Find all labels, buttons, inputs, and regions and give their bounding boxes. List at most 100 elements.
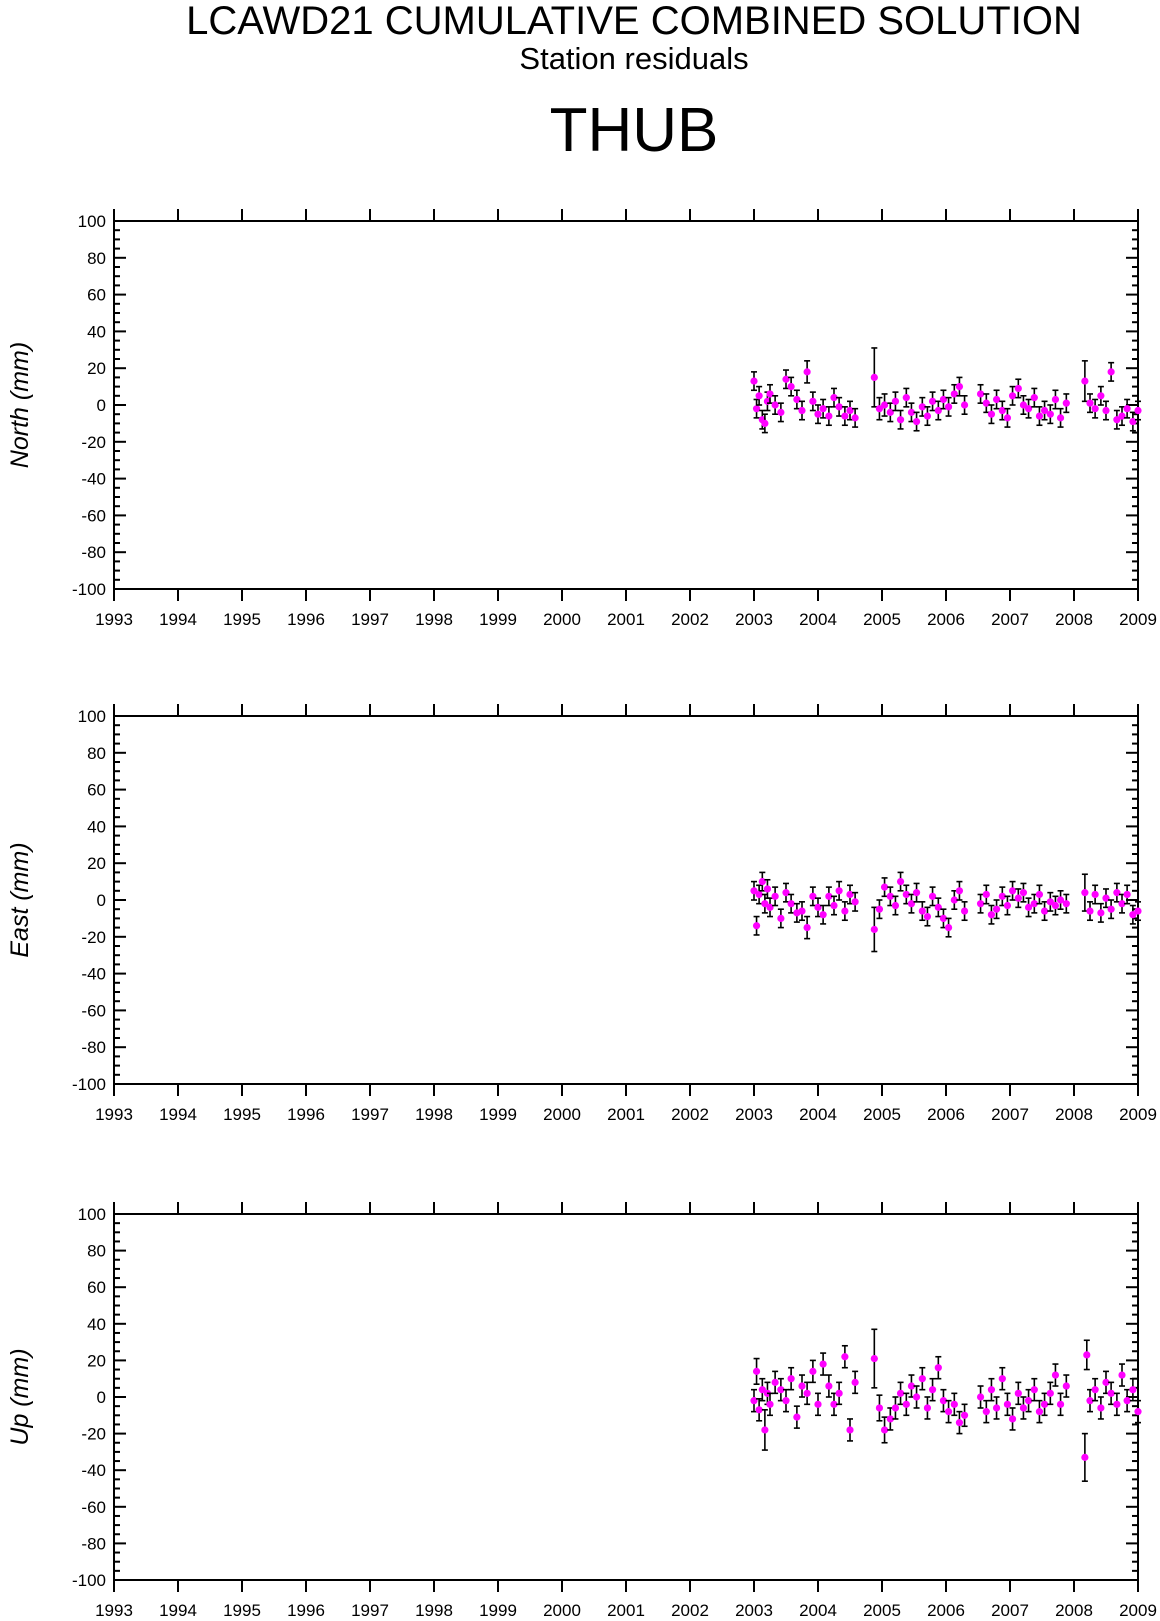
data-point bbox=[902, 394, 910, 402]
data-point bbox=[928, 1386, 937, 1394]
data-point bbox=[1035, 1408, 1044, 1416]
data-point bbox=[752, 405, 761, 413]
data-point bbox=[987, 1386, 996, 1394]
data-point bbox=[803, 924, 811, 932]
data-point bbox=[1056, 1400, 1065, 1408]
data-point bbox=[830, 901, 838, 910]
x-tick-label: 2007 bbox=[991, 1601, 1029, 1620]
data-point bbox=[1051, 901, 1060, 910]
y-tick-label: -60 bbox=[81, 506, 106, 525]
data-point bbox=[1091, 890, 1099, 899]
data-point bbox=[1056, 414, 1065, 422]
x-tick-label: 2006 bbox=[927, 1601, 965, 1620]
data-point bbox=[803, 368, 811, 376]
data-point bbox=[982, 1408, 990, 1416]
data-point bbox=[1051, 1371, 1060, 1379]
data-point bbox=[960, 401, 969, 409]
x-tick-label: 2004 bbox=[799, 1601, 837, 1620]
x-tick-label: 2001 bbox=[607, 610, 645, 629]
data-point bbox=[787, 383, 795, 391]
data-point bbox=[809, 397, 817, 405]
x-tick-label: 2009 bbox=[1119, 610, 1157, 629]
y-tick-label: 100 bbox=[78, 212, 106, 231]
x-tick-label: 1997 bbox=[351, 610, 389, 629]
data-point bbox=[835, 887, 843, 895]
data-point bbox=[1008, 392, 1017, 400]
data-point bbox=[998, 892, 1006, 900]
x-tick-label: 1993 bbox=[95, 1601, 133, 1620]
data-point bbox=[1129, 911, 1137, 919]
y-tick-label: 60 bbox=[87, 1278, 106, 1297]
data-point bbox=[777, 1386, 785, 1394]
data-point bbox=[758, 1386, 766, 1394]
data-point bbox=[793, 1413, 801, 1421]
data-point bbox=[880, 883, 889, 891]
data-point bbox=[798, 1382, 806, 1390]
data-point bbox=[907, 900, 916, 908]
data-point bbox=[803, 1389, 811, 1397]
data-point bbox=[998, 1375, 1006, 1383]
y-tick-label: 0 bbox=[97, 891, 106, 910]
data-point bbox=[1091, 405, 1099, 413]
data-point bbox=[1062, 900, 1070, 908]
x-tick-label: 2000 bbox=[543, 1105, 581, 1124]
data-point bbox=[870, 373, 878, 381]
x-tick-label: 1995 bbox=[223, 1105, 261, 1124]
y-tick-label: -100 bbox=[72, 1571, 106, 1590]
data-point bbox=[761, 419, 769, 427]
data-point bbox=[891, 1404, 900, 1412]
data-point bbox=[750, 1397, 758, 1405]
data-point bbox=[1030, 900, 1038, 908]
x-tick-label: 2001 bbox=[607, 1601, 645, 1620]
x-tick-label: 2000 bbox=[543, 1601, 581, 1620]
y-tick-label: 40 bbox=[87, 322, 106, 341]
x-tick-label: 1998 bbox=[415, 610, 453, 629]
data-point bbox=[955, 1419, 964, 1427]
data-point bbox=[934, 406, 942, 415]
x-tick-label: 2002 bbox=[671, 1105, 709, 1124]
data-point bbox=[1046, 898, 1054, 906]
data-point bbox=[752, 1367, 761, 1375]
y-tick-label: 100 bbox=[78, 707, 106, 726]
data-point bbox=[1118, 900, 1126, 908]
data-point bbox=[771, 1378, 779, 1386]
data-point bbox=[886, 408, 894, 416]
x-tick-label: 1999 bbox=[479, 610, 517, 629]
data-point bbox=[1019, 1404, 1028, 1412]
x-tick-label: 2004 bbox=[799, 1105, 837, 1124]
x-tick-label: 2007 bbox=[991, 1105, 1029, 1124]
data-point bbox=[992, 905, 1001, 913]
data-point bbox=[1102, 1378, 1110, 1386]
y-tick-label: 60 bbox=[87, 781, 106, 800]
data-point bbox=[944, 403, 953, 411]
data-point bbox=[907, 1382, 916, 1390]
y-tick-label: -80 bbox=[81, 1038, 106, 1057]
data-point bbox=[1019, 889, 1028, 897]
data-point bbox=[766, 1400, 774, 1408]
data-point bbox=[846, 890, 854, 899]
data-point bbox=[870, 1354, 878, 1363]
data-point bbox=[950, 390, 958, 398]
y-tick-label: 0 bbox=[97, 396, 106, 415]
data-point bbox=[918, 403, 926, 411]
data-point bbox=[819, 1360, 827, 1368]
station-name: THUB bbox=[549, 96, 719, 165]
x-tick-label: 2007 bbox=[991, 610, 1029, 629]
data-point bbox=[825, 1382, 833, 1390]
x-tick-label: 1998 bbox=[415, 1105, 453, 1124]
data-point bbox=[793, 395, 801, 404]
data-point bbox=[835, 1389, 843, 1397]
x-tick-label: 2008 bbox=[1055, 1105, 1093, 1124]
x-tick-label: 1998 bbox=[415, 1601, 453, 1620]
data-point bbox=[1030, 394, 1038, 402]
data-point bbox=[1107, 905, 1115, 913]
data-point bbox=[851, 1378, 859, 1386]
data-point bbox=[851, 414, 859, 422]
data-point bbox=[976, 1393, 985, 1401]
x-tick-label: 1993 bbox=[95, 610, 133, 629]
data-point bbox=[1134, 907, 1142, 915]
x-tick-label: 2008 bbox=[1055, 1601, 1093, 1620]
data-point bbox=[771, 401, 779, 409]
data-point bbox=[976, 390, 985, 398]
data-point bbox=[1091, 1386, 1099, 1394]
